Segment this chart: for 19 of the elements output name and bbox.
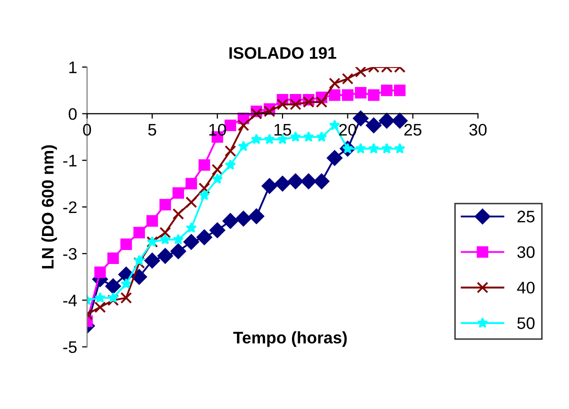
x-tick-label: 5 (148, 124, 156, 136)
y-axis-title: LN (DO 600 nm) (41, 145, 57, 268)
legend-label: 40 (517, 282, 535, 294)
x-tick-label: 25 (404, 124, 422, 136)
y-tick-label: -5 (63, 341, 77, 354)
legend-label: 30 (517, 246, 535, 258)
legend-label: 25 (518, 210, 535, 222)
y-tick-label: -4 (63, 294, 77, 306)
legend-label: 50 (517, 317, 535, 330)
y-tick-label: -2 (63, 201, 76, 213)
y-tick-label: 1 (69, 62, 77, 74)
x-axis-title: Tempo (horas) (233, 331, 347, 347)
y-tick-label: -1 (63, 154, 77, 166)
chart-title: ISOLADO 191 (229, 47, 336, 59)
y-tick-label: -3 (63, 248, 77, 260)
x-tick-label: 0 (83, 124, 92, 136)
x-tick-label: 15 (274, 124, 292, 136)
y-tick-label: 0 (68, 108, 77, 120)
x-tick-label: 30 (469, 124, 487, 136)
